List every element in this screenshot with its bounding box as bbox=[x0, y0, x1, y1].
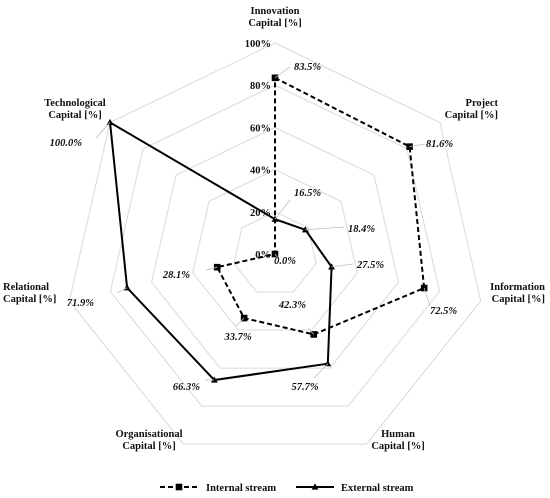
axis-label-1-0: Project bbox=[466, 98, 499, 109]
leader-line bbox=[305, 226, 345, 231]
grid-ring-60 bbox=[151, 126, 399, 369]
axis-label-3-1: Capital [%] bbox=[371, 441, 424, 452]
leader-line bbox=[423, 287, 431, 307]
axis-label-4-1: Capital [%] bbox=[122, 441, 175, 452]
legend-label-1: External stream bbox=[341, 483, 414, 494]
leader-line bbox=[235, 317, 245, 327]
data-label: 18.4% bbox=[348, 224, 375, 235]
leader-line bbox=[274, 253, 279, 259]
axis-label-3-0: Human bbox=[381, 429, 415, 440]
data-label: 66.3% bbox=[173, 382, 200, 393]
data-label: 42.3% bbox=[278, 300, 306, 311]
tick-label: 80% bbox=[250, 81, 271, 92]
leader-line bbox=[274, 66, 291, 79]
series-point bbox=[328, 263, 335, 270]
leader-line bbox=[95, 122, 111, 139]
series-point bbox=[210, 376, 218, 383]
series-line-1 bbox=[108, 120, 333, 382]
tick-label: 40% bbox=[250, 166, 271, 177]
axis-label-5-1: Capital [%] bbox=[3, 294, 56, 305]
legend-marker-square-icon bbox=[175, 483, 183, 491]
radar-series bbox=[106, 74, 428, 383]
leader-line bbox=[409, 143, 426, 148]
tick-label: 0% bbox=[255, 250, 271, 261]
axis-label-6-1: Capital [%] bbox=[48, 110, 101, 121]
axis-label-0-1: Capital [%] bbox=[248, 18, 301, 29]
data-label: 57.7% bbox=[291, 382, 318, 393]
legend-label-0: Internal stream bbox=[206, 483, 276, 494]
leader-line bbox=[307, 327, 315, 335]
leader-line bbox=[205, 266, 218, 271]
tick-label: 20% bbox=[250, 208, 271, 219]
data-label: 83.5% bbox=[294, 62, 321, 73]
leader-line bbox=[116, 287, 128, 294]
data-label: 33.7% bbox=[223, 332, 251, 343]
data-label: 28.1% bbox=[162, 270, 190, 281]
grid-ring-100 bbox=[68, 42, 482, 445]
data-label: 16.5% bbox=[294, 188, 321, 199]
data-label: 71.9% bbox=[67, 298, 94, 309]
leader-line bbox=[313, 363, 329, 379]
tick-label: 60% bbox=[250, 123, 271, 134]
data-label: 27.5% bbox=[356, 260, 384, 271]
axis-label-6-0: Technological bbox=[44, 98, 106, 109]
legend: Internal stream External stream bbox=[160, 483, 414, 494]
series-point bbox=[106, 118, 114, 126]
grid-ring-40 bbox=[192, 169, 358, 331]
axis-label-5-0: Relational bbox=[3, 282, 49, 293]
data-label: 0.0% bbox=[274, 256, 296, 267]
data-label: 72.5% bbox=[430, 306, 457, 317]
series-line-0 bbox=[215, 76, 426, 336]
series-point bbox=[301, 226, 309, 233]
axis-label-2-1: Capital [%] bbox=[492, 294, 545, 305]
grid-ring-20 bbox=[233, 211, 317, 293]
leader-line bbox=[331, 263, 354, 268]
legend-marker-triangle-icon bbox=[311, 483, 319, 490]
tick-label: 100% bbox=[245, 39, 271, 50]
data-label: 100.0% bbox=[50, 138, 83, 149]
axis-label-4-0: Organisational bbox=[115, 429, 182, 440]
axis-label-2-0: Information bbox=[490, 282, 545, 293]
series-point bbox=[324, 360, 332, 367]
axis-label-0-0: Innovation bbox=[250, 6, 299, 17]
leader-line bbox=[274, 199, 291, 220]
axis-label-1-1: Capital [%] bbox=[445, 110, 498, 121]
data-label: 81.6% bbox=[426, 139, 453, 150]
